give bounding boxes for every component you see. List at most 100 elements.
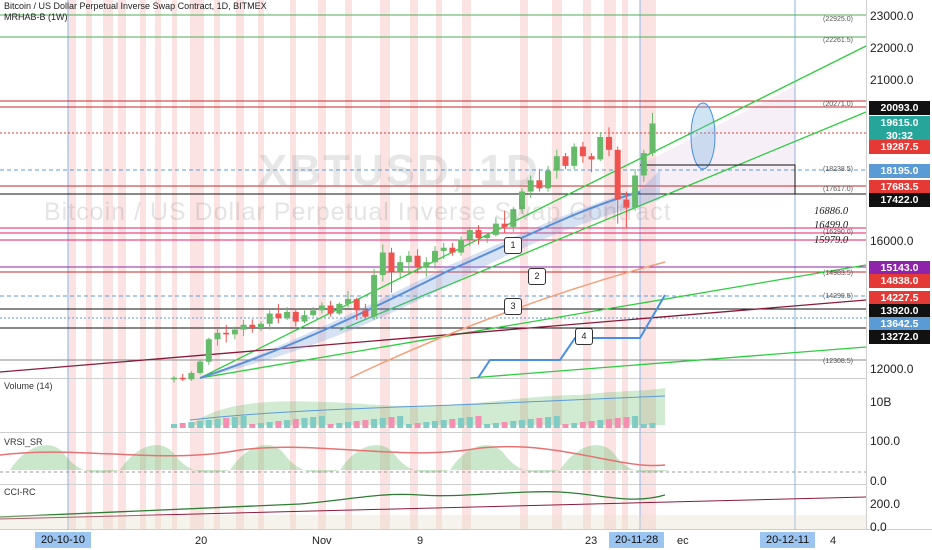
shade-stripe	[345, 0, 352, 530]
wave-marker-1[interactable]: 1	[504, 237, 522, 254]
volume-bar	[397, 416, 404, 428]
drawing-lines	[0, 14, 867, 379]
volume-bar	[597, 420, 604, 428]
fib-label: (16290.0)	[823, 229, 853, 236]
candle-body	[423, 262, 430, 267]
volume-bar	[492, 423, 499, 428]
volume-bar	[249, 424, 256, 428]
rsi-wave	[450, 445, 560, 473]
projection-box	[640, 164, 796, 194]
shade-stripe	[622, 0, 628, 530]
price-label: 13920.0	[869, 304, 930, 318]
volume-bar	[205, 420, 212, 428]
volume-bar	[258, 423, 264, 428]
candle-body	[632, 175, 639, 208]
candle-body	[449, 247, 456, 253]
fib-label: (20271.0)	[823, 101, 853, 108]
symbol-watermark: XBTUSD, 1D	[258, 146, 540, 195]
rsi-line	[0, 445, 666, 467]
cci-axis-tick: 0.0	[870, 520, 887, 534]
shade-stripe	[103, 0, 113, 530]
volume-bar	[623, 417, 630, 428]
candle-body	[318, 305, 325, 311]
cci-line	[0, 491, 666, 518]
volume-bar	[345, 422, 351, 428]
pane-divider	[0, 378, 866, 379]
shade-stripe	[172, 0, 177, 530]
candle-body	[179, 377, 186, 380]
date-marker: 20-12-11	[760, 532, 816, 548]
volume-bar	[501, 422, 508, 428]
shade-stripe	[140, 0, 146, 530]
pane-divider	[0, 484, 866, 485]
volume-bar	[223, 418, 230, 428]
shade-stripe	[118, 0, 126, 530]
x-axis-label: 9	[417, 535, 424, 547]
volume-bar	[475, 416, 482, 428]
shade-stripe	[520, 0, 528, 530]
volume-bar	[214, 419, 221, 428]
volume-bar	[588, 421, 595, 428]
candle-body	[353, 299, 360, 311]
candle-body	[310, 310, 317, 316]
candle-body	[501, 223, 508, 227]
price-label: 13272.0	[869, 330, 930, 344]
shade-stripe	[214, 0, 220, 530]
trendline	[469, 346, 867, 379]
price-label: 15143.0	[869, 261, 930, 275]
volume-bar	[632, 416, 639, 428]
volume-bar	[562, 424, 569, 428]
shade-stripe	[236, 0, 244, 530]
fib-label: (17617.0)	[823, 186, 853, 193]
candle-body	[640, 153, 647, 176]
volume-bar	[510, 421, 517, 428]
fib-label: (22261.5)	[823, 37, 853, 44]
price-label: 14838.0	[869, 274, 930, 288]
pane-divider	[0, 432, 866, 433]
volume-bar	[432, 421, 438, 428]
wave-marker-3[interactable]: 3	[504, 298, 522, 315]
volume-bar	[353, 421, 360, 428]
candle-body	[527, 180, 534, 192]
fib-label: (18238.5)	[823, 166, 853, 173]
candle-body	[466, 230, 473, 240]
shade-stripe	[290, 0, 296, 530]
cci-zone	[0, 515, 866, 529]
price-label: 17683.5	[869, 180, 930, 194]
volume-bar	[606, 419, 612, 428]
wave-marker-4[interactable]: 4	[575, 328, 593, 345]
cci-axis-tick: 200.0	[870, 497, 901, 511]
candle-body	[205, 339, 212, 362]
price-label: 13642.5	[869, 317, 930, 331]
candle-body	[519, 191, 525, 210]
volume-bar	[579, 422, 586, 428]
wave-marker-2[interactable]: 2	[528, 268, 546, 285]
candle-body	[223, 332, 230, 335]
trendline	[199, 45, 867, 379]
moving-average	[199, 191, 641, 379]
candle-body	[649, 123, 656, 154]
candle-body	[362, 310, 369, 317]
chart-title: Bitcoin / US Dollar Perpetual Inverse Sw…	[4, 1, 267, 11]
candle-body	[336, 303, 343, 314]
candle-body	[284, 311, 291, 319]
candle-body	[405, 255, 412, 263]
candle-body	[510, 209, 517, 227]
volume-ma	[189, 395, 666, 421]
volume-bar	[336, 423, 343, 428]
name-watermark: Bitcoin / US Dollar Perpetual Inverse Sw…	[44, 198, 672, 226]
x-axis-label: ec	[677, 535, 689, 547]
axis-line	[0, 529, 932, 530]
candle-body	[231, 329, 238, 335]
volume-bar	[240, 416, 247, 428]
candle-body	[275, 313, 282, 319]
candle-body	[371, 275, 378, 317]
candlestick-series	[171, 112, 656, 383]
rsi-axis-tick: 0.0	[870, 474, 887, 488]
axis-tick: 21000.0	[870, 73, 914, 87]
price-label: 19287.5	[869, 140, 930, 154]
step-indicator	[477, 294, 666, 379]
rsi-wave	[560, 445, 670, 473]
candle-body	[188, 372, 195, 380]
